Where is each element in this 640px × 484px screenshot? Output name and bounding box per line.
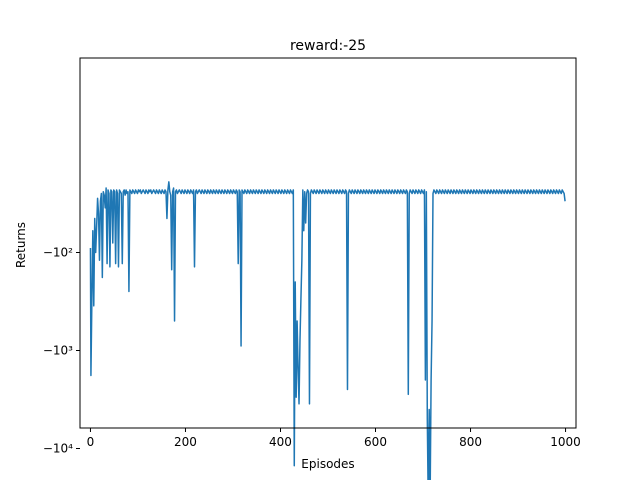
axes-frame (79, 57, 577, 429)
x-tick-label: 200 (174, 435, 197, 449)
x-tick-label: 600 (364, 435, 387, 449)
x-tick-label: 1000 (550, 435, 581, 449)
x-axis-ticks: 0 200 400 600 800 1000 (87, 428, 581, 449)
series-line-0 (89, 181, 566, 484)
x-tick-label: 800 (459, 435, 482, 449)
plot-area (89, 181, 566, 484)
chart-title: reward:-25 (290, 38, 366, 54)
x-axis-label: Episodes (301, 457, 354, 471)
y-tick-label: −10³ (43, 344, 73, 358)
y-axis-label: Returns (14, 222, 28, 268)
y-axis-ticks: −10² −10³ −10⁴ (43, 246, 80, 456)
y-tick-label: −10⁴ (43, 442, 73, 456)
x-tick-label: 0 (87, 435, 95, 449)
x-tick-label: 400 (269, 435, 292, 449)
y-tick-label: −10² (43, 246, 73, 260)
